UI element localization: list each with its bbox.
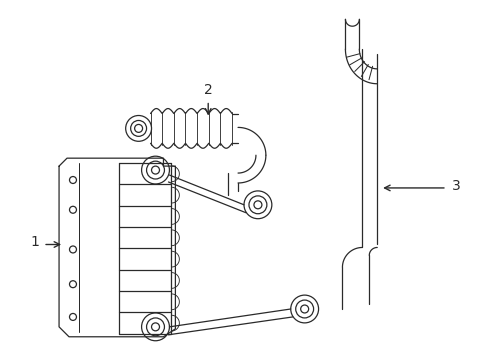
Text: 2: 2 [203,83,212,96]
Text: 3: 3 [451,179,460,193]
Text: 1: 1 [30,234,39,248]
